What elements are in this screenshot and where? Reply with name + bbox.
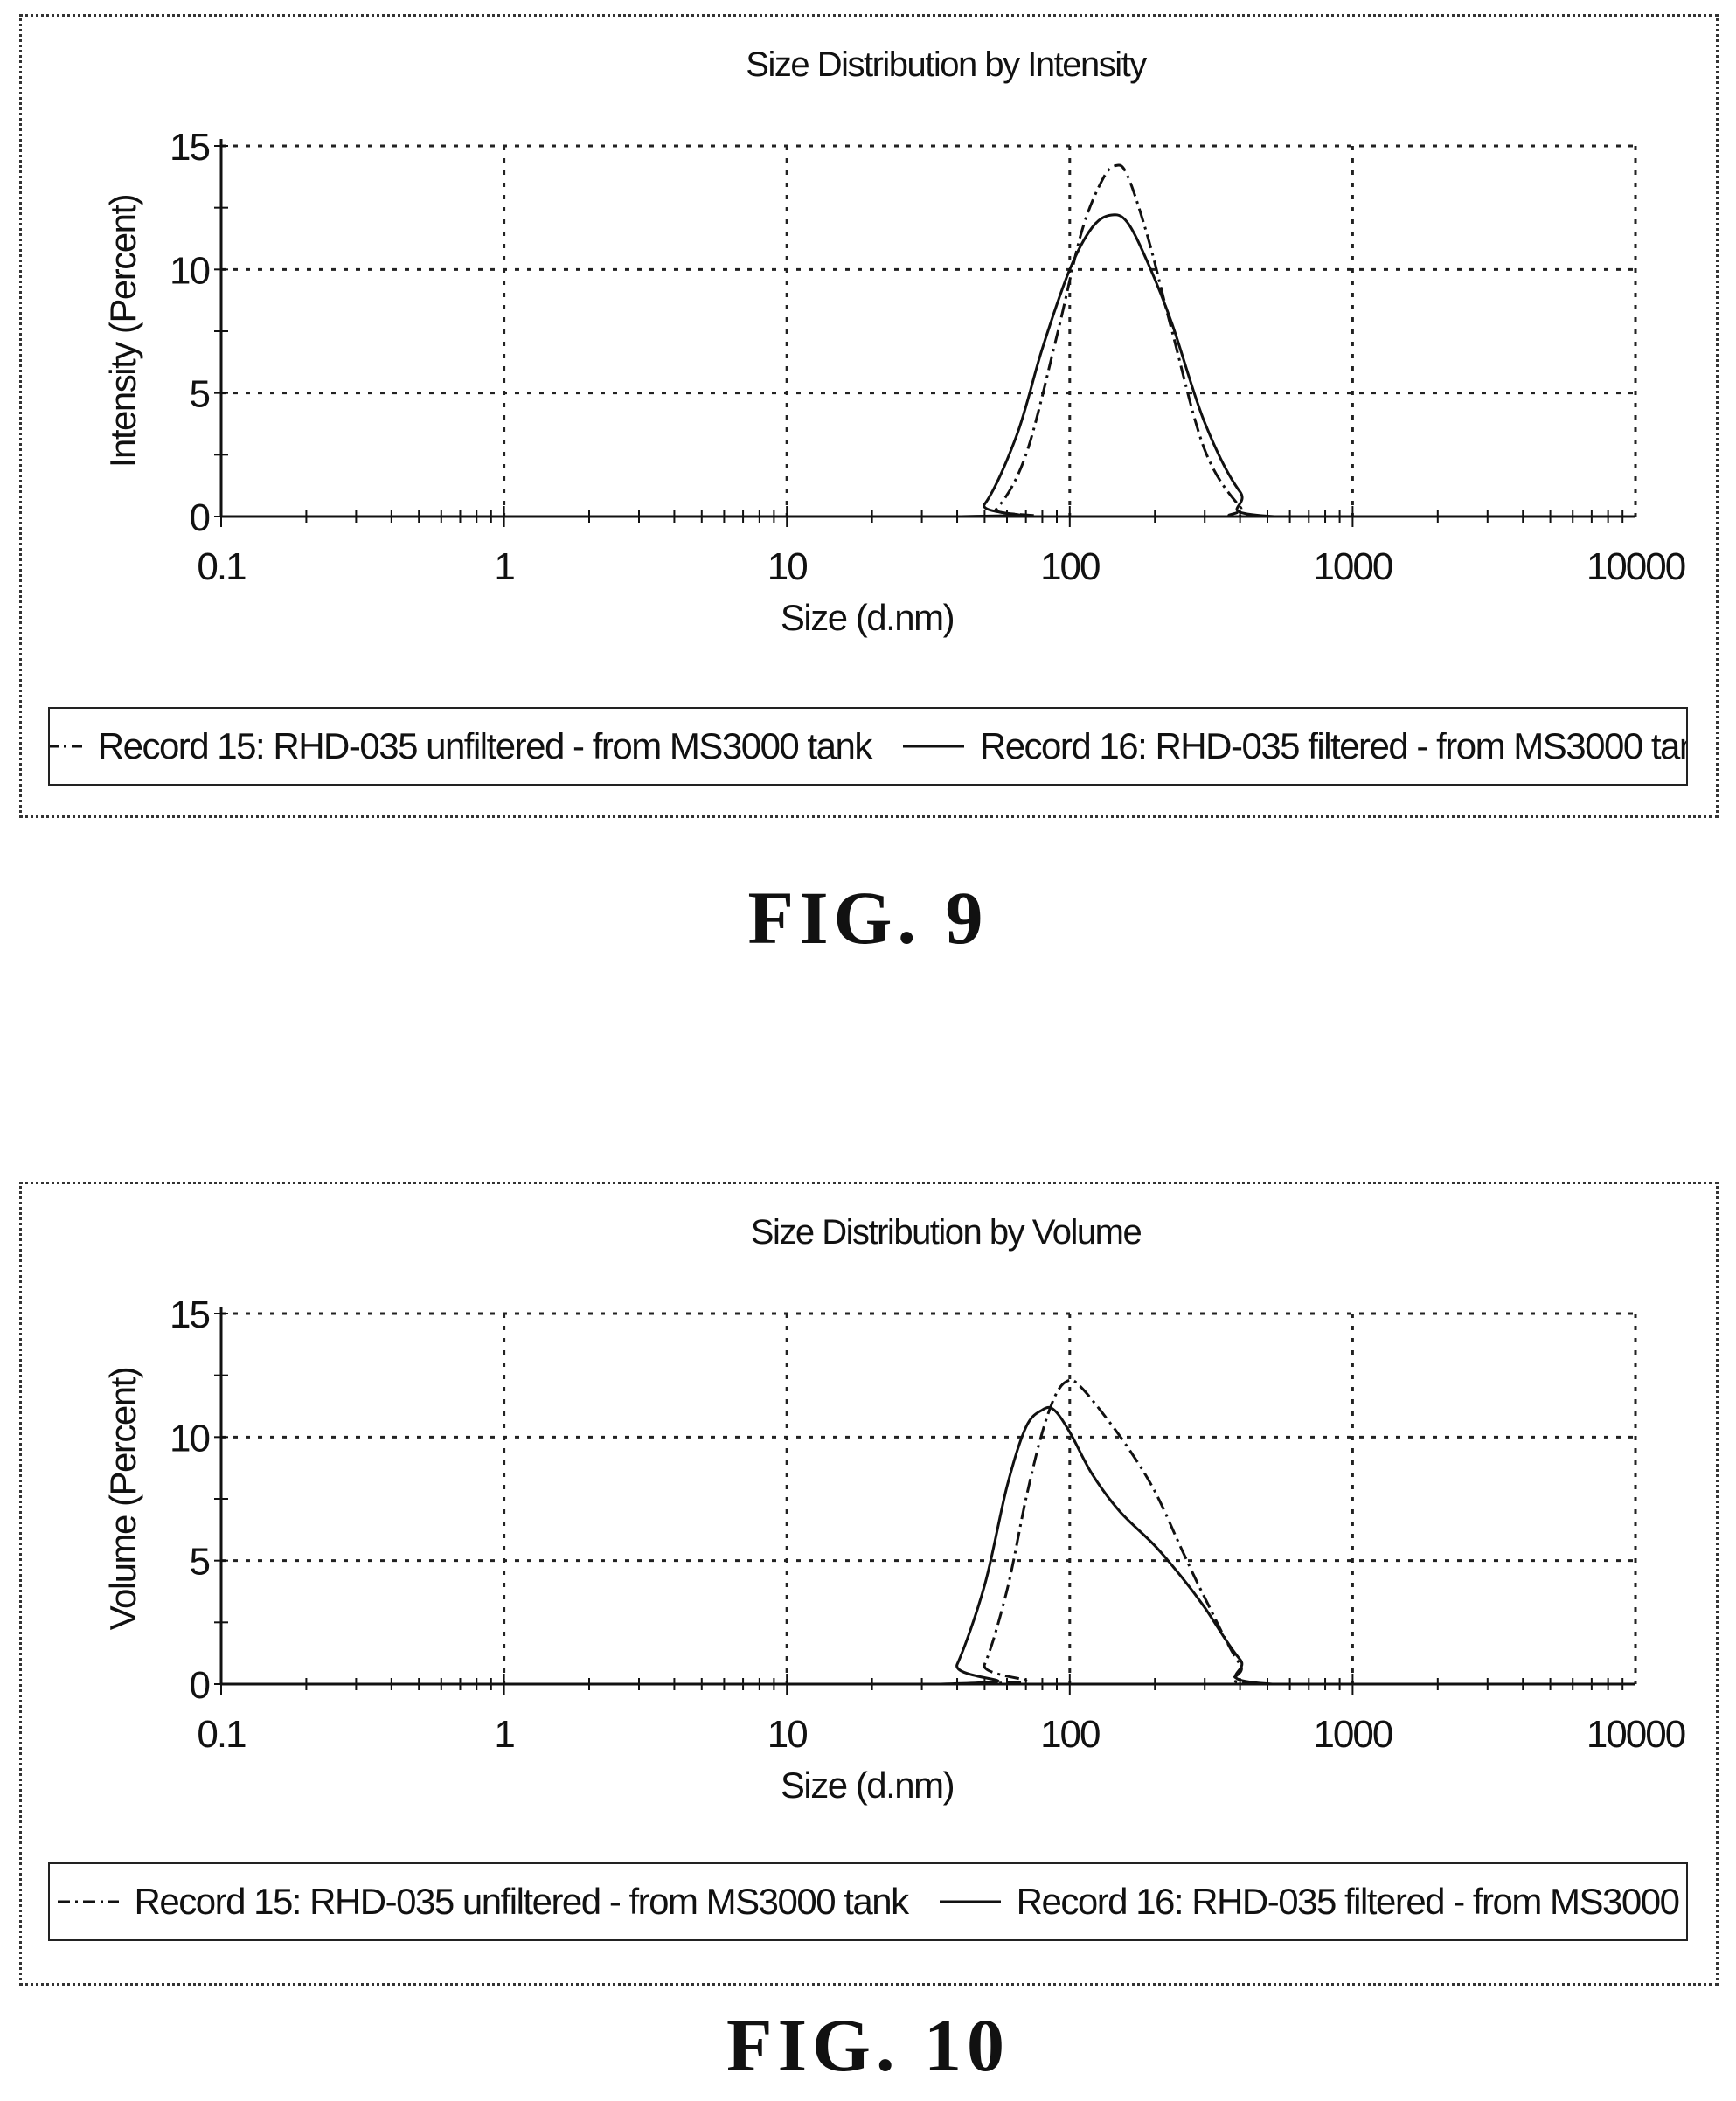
x-tick-label: 10 [767, 1713, 807, 1756]
y-axis-label: Volume (Percent) [102, 1368, 143, 1630]
figure-caption: FIG. 9 [747, 876, 989, 960]
legend-label: Record 16: RHD-035 filtered - from MS300… [979, 725, 1688, 766]
legend-swatch-solid [939, 1900, 1001, 1903]
chart-legend: Record 15: RHD-035 unfiltered - from MS3… [48, 707, 1688, 786]
x-tick-label: 1 [494, 545, 514, 588]
y-tick-label: 0 [190, 496, 210, 539]
legend-label: Record 15: RHD-035 unfiltered - from MS3… [134, 1881, 910, 1922]
y-tick-label: 15 [170, 1293, 209, 1336]
chart-panel-fig10: Size Distribution by Volume 0.1 1 10 100 1000… [19, 1182, 1719, 1986]
legend-item-series-2: Record 16: RHD-035 filtered - from MS300… [902, 725, 1688, 767]
legend-item-series-2: Record 16: RHD-035 filtered - from MS300… [939, 1881, 1680, 1923]
chart-panel-fig9: Size Distribution by Intensity 0.1 1 10 100 1… [19, 14, 1719, 818]
y-tick-label: 0 [190, 1664, 210, 1707]
series-line-2 [220, 1405, 1635, 1686]
series-line-1 [220, 163, 1635, 518]
y-tick-label: 5 [190, 1541, 210, 1584]
series-line-1 [220, 1378, 1635, 1686]
legend-swatch-dashdot [50, 745, 82, 748]
x-tick-label: 1000 [1313, 545, 1392, 588]
x-tick-label: 0.1 [197, 545, 246, 588]
legend-label: Record 15: RHD-035 unfiltered - from MS3… [97, 725, 873, 766]
series-line-2 [220, 213, 1635, 518]
legend-item-series-1: Record 15: RHD-035 unfiltered - from MS3… [50, 725, 873, 767]
x-tick-label: 1000 [1313, 1713, 1392, 1756]
x-axis-label: Size (d.nm) [781, 597, 954, 638]
chart-title: Size Distribution by Volume [751, 1213, 1142, 1252]
chart-legend: Record 15: RHD-035 unfiltered - from MS3… [48, 1862, 1688, 1941]
y-tick-label: 5 [190, 373, 210, 416]
y-tick-label: 10 [170, 1417, 209, 1460]
x-tick-label: 100 [1040, 1713, 1100, 1756]
x-tick-label: 10 [767, 545, 807, 588]
legend-label: Record 16: RHD-035 filtered - from MS300… [1016, 1881, 1680, 1922]
y-tick-label: 10 [170, 249, 209, 292]
legend-item-series-1: Record 15: RHD-035 unfiltered - from MS3… [57, 1881, 910, 1923]
y-tick-label: 15 [170, 126, 209, 169]
x-tick-label: 10000 [1587, 545, 1685, 588]
x-tick-label: 10000 [1587, 1713, 1685, 1756]
x-tick-label: 0.1 [197, 1713, 246, 1756]
chart-title: Size Distribution by Intensity [746, 45, 1147, 84]
legend-swatch-dashdot [57, 1900, 119, 1903]
x-axis-label: Size (d.nm) [781, 1765, 954, 1806]
figure-caption: FIG. 10 [726, 2003, 1010, 2087]
x-tick-label: 100 [1040, 545, 1100, 588]
x-tick-label: 1 [494, 1713, 514, 1756]
y-axis-label: Intensity (Percent) [102, 195, 143, 468]
legend-swatch-solid [902, 745, 964, 748]
